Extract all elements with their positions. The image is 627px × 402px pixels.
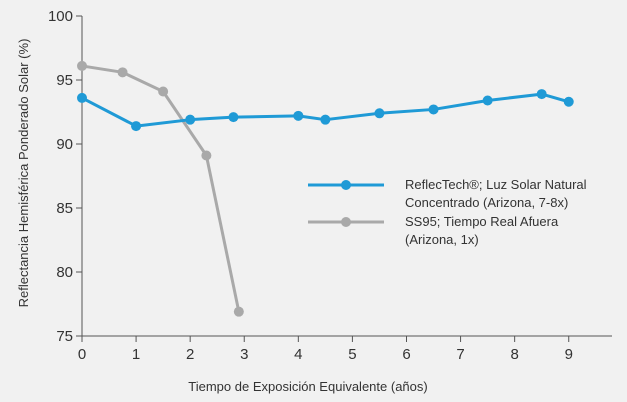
data-point (117, 67, 128, 78)
data-point (77, 60, 87, 71)
x-tick-label: 3 (240, 346, 248, 363)
y-tick-label: 100 (48, 8, 73, 25)
data-point (293, 110, 304, 121)
x-tick-label: 1 (132, 346, 140, 363)
series-layer (77, 60, 574, 317)
x-tick-label: 6 (402, 346, 410, 363)
series-reflectech (77, 89, 574, 132)
x-axis-title: Tiempo de Exposición Equivalente (años) (188, 379, 427, 394)
x-tick-label: 7 (456, 346, 464, 363)
data-point (482, 95, 493, 106)
data-point (563, 96, 574, 107)
x-tick-label: 2 (186, 346, 194, 363)
data-point (536, 89, 547, 100)
x-tick-label: 5 (348, 346, 356, 363)
legend-swatch-marker (341, 217, 351, 227)
x-tick-label: 9 (565, 346, 573, 363)
y-tick-label: 75 (56, 328, 73, 345)
data-point (201, 150, 212, 161)
y-tick-label: 80 (56, 264, 73, 281)
data-point (131, 121, 142, 132)
y-tick-label: 85 (56, 200, 73, 217)
y-tick-label: 95 (56, 72, 73, 89)
legend-item: SS95; Tiempo Real Afuera (Arizona, 1x) (308, 214, 559, 247)
legend-item: ReflecTech®; Luz Solar Natural Concentrad… (308, 177, 587, 210)
data-point (185, 114, 196, 125)
y-axis-title: Reflectancia Hemisférica Ponderado Solar… (16, 39, 31, 308)
legend-label: ReflecTech®; Luz Solar Natural (405, 177, 587, 192)
axes: 75 80 85 90 95 100 0 1 2 3 4 5 6 7 8 9 (48, 8, 612, 363)
data-point (428, 104, 439, 115)
legend-label: SS95; Tiempo Real Afuera (405, 214, 559, 229)
data-point (228, 112, 239, 123)
x-tick-label: 4 (294, 346, 302, 363)
data-point (77, 92, 87, 103)
data-point (233, 306, 244, 317)
series-ss95 (77, 60, 244, 317)
legend: ReflecTech®; Luz Solar Natural Concentrad… (308, 177, 587, 247)
y-tick-label: 90 (56, 136, 73, 153)
legend-label: (Arizona, 1x) (405, 232, 479, 247)
data-point (158, 86, 169, 97)
legend-label: Concentrado (Arizona, 7-8x) (405, 195, 568, 210)
series-line (81, 64, 241, 312)
x-tick-label: 0 (78, 346, 86, 363)
x-tick-label: 8 (510, 346, 518, 363)
data-point (320, 114, 331, 125)
legend-swatch-marker (341, 180, 351, 190)
data-point (374, 108, 385, 119)
